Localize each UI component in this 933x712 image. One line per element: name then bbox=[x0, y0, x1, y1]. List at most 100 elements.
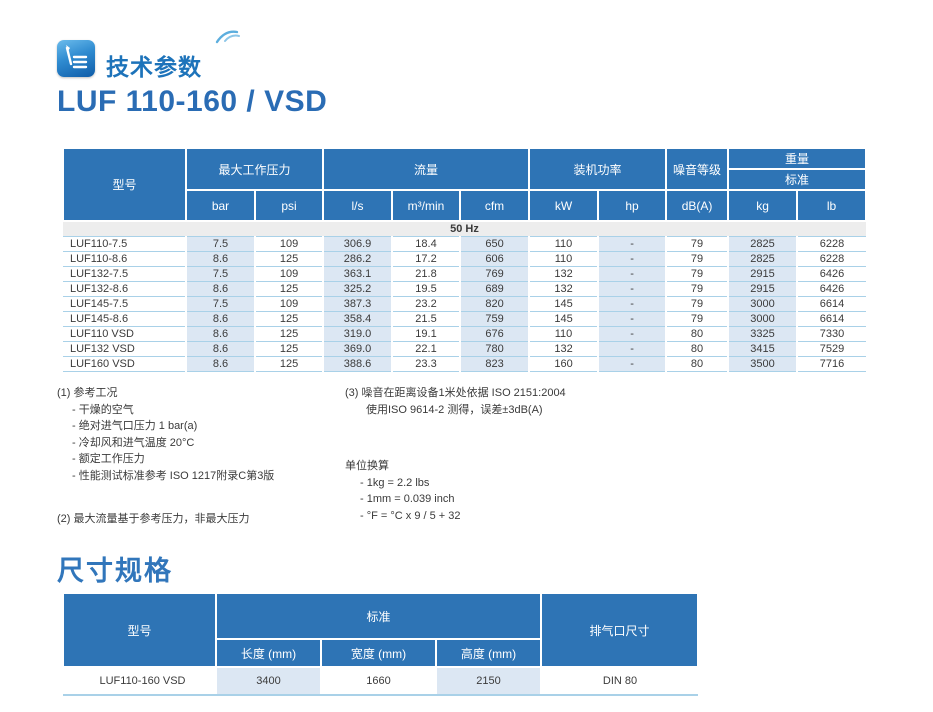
value-cell: 125 bbox=[255, 326, 324, 342]
dimensions-section-title: 尺寸规格 bbox=[57, 556, 173, 586]
frequency-label: 50 Hz bbox=[63, 221, 867, 237]
value-cell: 676 bbox=[459, 326, 531, 342]
value-cell: 3400 bbox=[215, 667, 322, 696]
value-cell: 109 bbox=[255, 266, 324, 282]
value-cell: 319.0 bbox=[322, 326, 394, 342]
value-cell: 2150 bbox=[435, 667, 542, 696]
value-cell: 363.1 bbox=[322, 266, 394, 282]
unit-header-hp: hp bbox=[597, 189, 668, 222]
value-cell: - bbox=[597, 311, 668, 327]
value-cell: 21.5 bbox=[392, 311, 461, 327]
value-cell: 6614 bbox=[797, 311, 867, 327]
unit-conversion: 单位换算 - 1kg = 2.2 lbs - 1mm = 0.039 inch - … bbox=[345, 458, 461, 524]
model-cell: LUF132-8.6 bbox=[63, 281, 186, 297]
value-cell: 6426 bbox=[797, 266, 867, 282]
value-cell: 110 bbox=[529, 326, 599, 342]
value-cell: 820 bbox=[459, 296, 531, 312]
value-cell: 6228 bbox=[797, 236, 867, 252]
unit-header-lb: lb bbox=[796, 189, 868, 222]
value-cell: 125 bbox=[255, 356, 324, 372]
model-cell: LUF110 VSD bbox=[63, 326, 186, 342]
value-cell: 145 bbox=[529, 296, 599, 312]
value-cell: 780 bbox=[459, 341, 531, 357]
unit-header-psi: psi bbox=[253, 189, 325, 222]
value-cell: 358.4 bbox=[322, 311, 394, 327]
footnote-2: (2) 最大流量基于参考压力，非最大压力 bbox=[57, 513, 250, 525]
value-cell: 650 bbox=[459, 236, 531, 252]
list-item: - 绝对进气口压力 1 bar(a) bbox=[72, 420, 198, 432]
value-cell: 3000 bbox=[727, 296, 799, 312]
value-cell: 8.6 bbox=[185, 356, 256, 372]
value-cell: 17.2 bbox=[392, 251, 461, 267]
unit-header-ls: l/s bbox=[322, 189, 394, 222]
value-cell: 606 bbox=[459, 251, 531, 267]
table-row: LUF132-8.6 8.6 125 325.2 19.5 689 132-79 2915 64… bbox=[63, 281, 867, 297]
value-cell: 110 bbox=[529, 251, 599, 267]
value-cell: - bbox=[597, 236, 668, 252]
col-header-model: 型号 bbox=[62, 147, 187, 222]
table-row: LUF160 VSD 8.6 125 388.6 23.3 823 160-80 3500 77… bbox=[63, 356, 867, 372]
footnote-3-line2: 使用ISO 9614-2 测得，误差±3dB(A) bbox=[366, 403, 543, 416]
value-cell: 125 bbox=[255, 311, 324, 327]
footnote-1: (1) 参考工况 - 干燥的空气 - 绝对进气口压力 1 bar(a) - 冷却风和… bbox=[57, 385, 274, 484]
value-cell: 7529 bbox=[797, 341, 867, 357]
value-cell: 3500 bbox=[727, 356, 799, 372]
footnote-1-title: (1) 参考工况 bbox=[57, 387, 118, 399]
value-cell: 8.6 bbox=[185, 326, 256, 342]
value-cell: 79 bbox=[666, 236, 729, 252]
unit-conversion-items: - 1kg = 2.2 lbs - 1mm = 0.039 inch - °F = … bbox=[345, 475, 461, 525]
value-cell: 3415 bbox=[727, 341, 799, 357]
value-cell: 769 bbox=[459, 266, 531, 282]
dim-col-header-model: 型号 bbox=[62, 592, 217, 668]
dim-col-group-standard: 标准 bbox=[215, 592, 542, 640]
col-group-power: 装机功率 bbox=[528, 147, 668, 191]
unit-header-m3min: m³/min bbox=[391, 189, 462, 222]
value-cell: 759 bbox=[459, 311, 531, 327]
value-cell: 3000 bbox=[727, 311, 799, 327]
edit-document-icon bbox=[57, 40, 95, 77]
value-cell: 6228 bbox=[797, 251, 867, 267]
value-cell: 7.5 bbox=[185, 236, 256, 252]
value-cell: 110 bbox=[529, 236, 599, 252]
value-cell: 8.6 bbox=[185, 251, 256, 267]
value-cell: 23.2 bbox=[392, 296, 461, 312]
value-cell: - bbox=[597, 296, 668, 312]
col-group-flow: 流量 bbox=[322, 147, 531, 191]
value-cell: 109 bbox=[255, 296, 324, 312]
frequency-row: 50 Hz bbox=[63, 221, 867, 237]
col-group-pressure: 最大工作压力 bbox=[184, 147, 325, 191]
value-cell: 132 bbox=[529, 281, 599, 297]
col-group-weight-standard: 标准 bbox=[727, 168, 868, 191]
value-cell: 3325 bbox=[727, 326, 799, 342]
model-cell: LUF110-7.5 bbox=[63, 236, 186, 252]
model-cell: LUF145-7.5 bbox=[63, 296, 186, 312]
value-cell: - bbox=[597, 356, 668, 372]
value-cell: 325.2 bbox=[322, 281, 394, 297]
value-cell: 8.6 bbox=[185, 311, 256, 327]
value-cell: 21.8 bbox=[392, 266, 461, 282]
value-cell: 132 bbox=[529, 341, 599, 357]
value-cell: - bbox=[597, 281, 668, 297]
value-cell: - bbox=[597, 326, 668, 342]
value-cell: 109 bbox=[255, 236, 324, 252]
value-cell: 7330 bbox=[797, 326, 867, 342]
value-cell: 2915 bbox=[727, 266, 799, 282]
model-cell: LUF160 VSD bbox=[63, 356, 186, 372]
col-group-weight: 重量 bbox=[727, 147, 868, 170]
value-cell: 306.9 bbox=[322, 236, 394, 252]
value-cell: 125 bbox=[255, 281, 324, 297]
value-cell: 19.5 bbox=[392, 281, 461, 297]
dim-unit-width: 宽度 (mm) bbox=[320, 638, 437, 668]
footnote-3: (3) 噪音在距离设备1米处依据 ISO 2151:2004 使用ISO 961… bbox=[345, 385, 566, 418]
list-item: - 性能测试标准参考 ISO 1217附录C第3版 bbox=[72, 469, 275, 482]
col-group-noise: 噪音等级 bbox=[665, 147, 730, 191]
value-cell: 388.6 bbox=[322, 356, 394, 372]
model-cell: LUF132-7.5 bbox=[63, 266, 186, 282]
value-cell: 79 bbox=[666, 251, 729, 267]
value-cell: - bbox=[597, 341, 668, 357]
dimensions-table: 型号 标准 排气口尺寸 长度 (mm) 宽度 (mm) 高度 (mm) LUF1… bbox=[62, 592, 699, 696]
model-cell: LUF110-160 VSD bbox=[63, 667, 216, 696]
value-cell: 79 bbox=[666, 281, 729, 297]
list-item: - 干燥的空气 bbox=[72, 403, 134, 416]
